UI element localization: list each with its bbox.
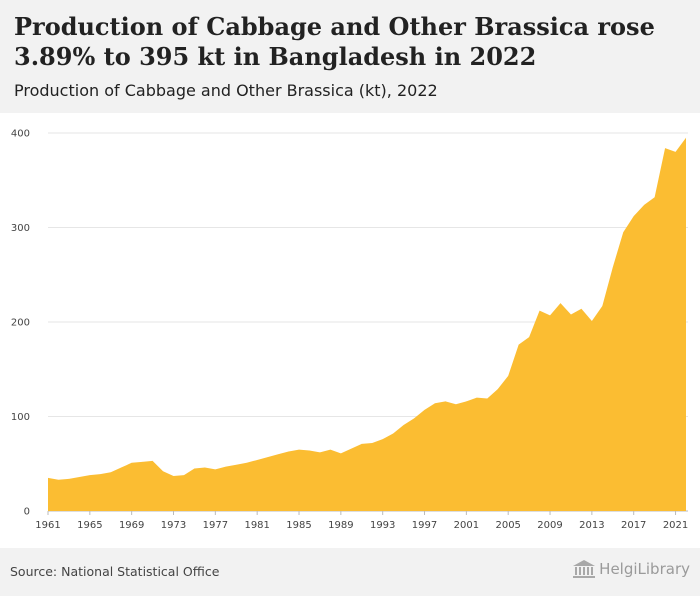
chart-subtitle: Production of Cabbage and Other Brassica…: [14, 81, 438, 100]
library-building-icon: [573, 560, 596, 578]
source-note: Source: National Statistical Office: [10, 564, 220, 579]
x-tick-label: 1985: [286, 520, 311, 531]
x-tick-label: 1997: [412, 520, 437, 531]
y-axis: 0 100 200 300 400: [11, 129, 30, 518]
x-tick-label: 2009: [537, 520, 562, 531]
x-tick-label: 1973: [161, 520, 186, 531]
x-tick-label: 1961: [35, 520, 60, 531]
x-tick-label: 2013: [579, 520, 604, 531]
x-tick-label: 2021: [663, 520, 688, 531]
footer: Source: National Statistical Office Helg…: [0, 548, 700, 596]
x-tick-label: 2005: [495, 520, 520, 531]
y-tick-label: 300: [11, 223, 30, 234]
helgi-library-logo: HelgiLibrary: [573, 560, 690, 578]
x-axis: 1961 1965 1969 1973 1977 1981 1985 1989 1993 1997…: [35, 511, 688, 531]
y-tick-label: 200: [11, 318, 30, 329]
x-tick-label: 2017: [621, 520, 646, 531]
y-tick-label: 0: [24, 507, 30, 518]
x-tick-label: 1993: [370, 520, 395, 531]
y-tick-label: 400: [11, 129, 30, 140]
y-tick-label: 100: [11, 412, 30, 423]
chart-title: Production of Cabbage and Other Brassica…: [14, 12, 655, 71]
x-tick-label: 1969: [119, 520, 144, 531]
x-tick-label: 1965: [77, 520, 102, 531]
x-tick-label: 1989: [328, 520, 353, 531]
x-tick-label: 1977: [203, 520, 228, 531]
logo-text: HelgiLibrary: [599, 560, 690, 578]
production-area: [48, 137, 686, 511]
x-tick-label: 1981: [244, 520, 269, 531]
header: Production of Cabbage and Other Brassica…: [0, 0, 700, 113]
series-area: [47, 137, 687, 511]
x-tick-label: 2001: [454, 520, 479, 531]
